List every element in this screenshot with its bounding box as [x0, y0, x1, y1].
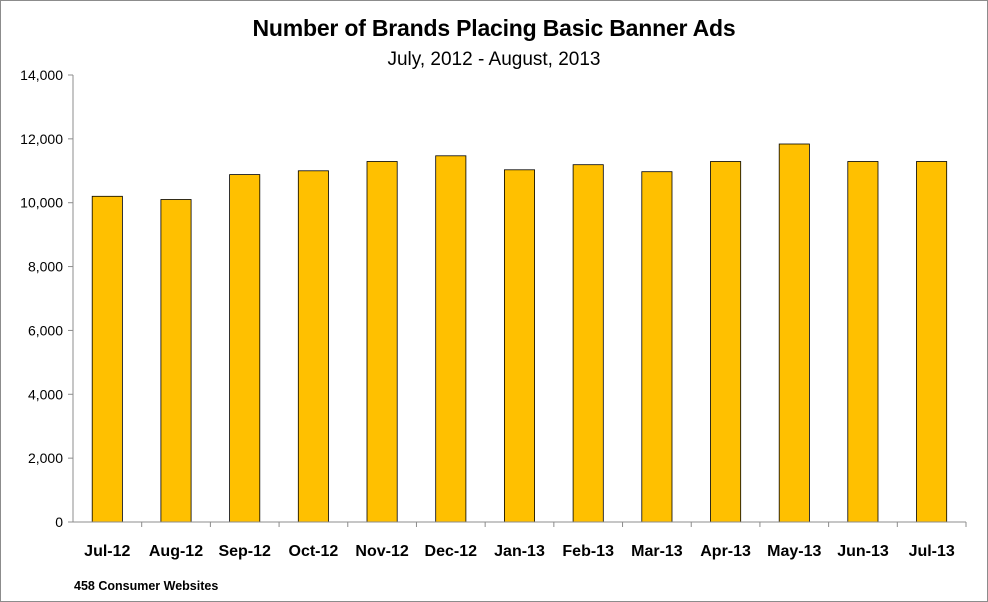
y-axis: 0 2,000 4,000 6,000 8,000 10,000 12,000 14,000 [20, 67, 74, 530]
x-tick-label: Dec-12 [425, 543, 478, 560]
x-tick-label: Jun-13 [837, 543, 889, 560]
x-tick-label: Jan-13 [494, 543, 545, 560]
bar-oct-12 [297, 170, 329, 523]
y-tick-label: 14,000 [20, 67, 63, 83]
x-tick-label: Oct-12 [289, 543, 339, 560]
y-tick-label: 2,000 [28, 450, 63, 466]
bar-aug-12 [160, 199, 192, 523]
chart-subtitle: July, 2012 - August, 2013 [387, 49, 601, 70]
y-tick-label: 6,000 [28, 322, 63, 338]
bar-jun-13 [847, 161, 879, 523]
bar-sep-12 [229, 174, 261, 523]
bars [91, 143, 948, 523]
x-tick-label: Jul-13 [909, 543, 955, 560]
y-tick-label: 10,000 [20, 195, 63, 211]
bar-apr-13 [710, 161, 742, 523]
x-tick-label: Aug-12 [149, 543, 203, 560]
bar-dec-12 [435, 155, 467, 523]
x-tick-label: Sep-12 [218, 543, 271, 560]
y-tick-label: 4,000 [28, 386, 63, 402]
y-tick-label: 8,000 [28, 259, 63, 275]
bar-jul-12 [91, 195, 123, 523]
x-tick-label: Apr-13 [700, 543, 751, 560]
x-tick-label: Nov-12 [355, 543, 408, 560]
bar-jan-13 [503, 169, 535, 523]
bar-may-13 [778, 143, 810, 523]
chart-footnote: 458 Consumer Websites [74, 579, 219, 593]
bar-mar-13 [641, 171, 673, 523]
y-tick-label: 0 [55, 514, 63, 530]
x-tick-label: Jul-12 [84, 543, 130, 560]
bar-nov-12 [366, 161, 398, 523]
bar-feb-13 [572, 164, 604, 523]
y-tick-label: 12,000 [20, 131, 63, 147]
x-tick-label: May-13 [767, 543, 821, 560]
bar-jul-13 [916, 161, 948, 523]
x-tick-label: Feb-13 [562, 543, 614, 560]
chart-title: Number of Brands Placing Basic Banner Ad… [252, 15, 736, 41]
x-tick-label: Mar-13 [631, 543, 683, 560]
x-axis: Jul-12 Aug-12 Sep-12 Oct-12 Nov-12 Dec-12 Jan-… [73, 521, 967, 560]
